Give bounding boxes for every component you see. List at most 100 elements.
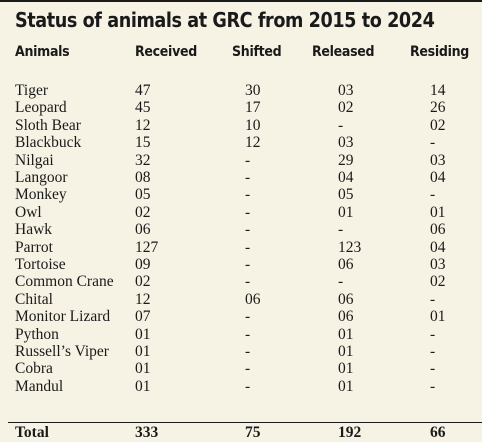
residing-value: - <box>430 360 436 378</box>
released-value: 05 <box>338 186 354 204</box>
received-value: 32 <box>135 151 151 169</box>
header-animals: Animals <box>15 44 70 60</box>
released-value: 29 <box>338 151 354 169</box>
released-value: - <box>338 221 344 239</box>
total-residing: 66 <box>430 424 446 441</box>
shifted-value: - <box>245 343 251 360</box>
table-row: Hawk 06 - - 06 <box>0 221 482 238</box>
residing-value: - <box>430 290 436 308</box>
table-row: Leopard 45 17 02 26 <box>0 99 482 116</box>
shifted-value: - <box>245 169 251 186</box>
table-row: Owl 02 - 01 01 <box>0 204 482 221</box>
table-row: Mandul 01 - 01 - <box>0 378 482 395</box>
animal-name: Nilgai <box>15 151 54 169</box>
residing-value: - <box>430 325 436 343</box>
released-value: - <box>338 273 344 291</box>
animal-name: Chital <box>15 290 53 308</box>
shifted-value: 12 <box>245 134 261 152</box>
residing-value: 14 <box>430 82 446 99</box>
released-value: 06 <box>338 256 354 273</box>
released-value: 03 <box>338 82 354 99</box>
released-value: 04 <box>338 169 354 186</box>
table-row: Chital 12 06 06 - <box>0 291 482 308</box>
residing-value: 04 <box>430 169 446 186</box>
released-value: - <box>338 116 344 134</box>
released-value: 01 <box>338 343 354 360</box>
total-shifted: 75 <box>245 424 261 441</box>
animal-name: Python <box>15 325 59 343</box>
received-value: 02 <box>135 273 151 291</box>
table-row: Sloth Bear 12 10 - 02 <box>0 117 482 134</box>
animal-name: Tiger <box>15 82 49 99</box>
animal-name: Monitor Lizard <box>15 308 111 326</box>
shifted-value: - <box>245 238 251 256</box>
residing-value: 03 <box>430 256 446 273</box>
released-value: 01 <box>338 360 354 378</box>
table-row: Tiger 47 30 03 14 <box>0 82 482 99</box>
residing-value: - <box>430 134 436 152</box>
animal-name: Sloth Bear <box>15 116 81 134</box>
header-released: Released <box>312 44 375 60</box>
table-header-row: Animals Received Shifted Released Residi… <box>0 44 482 61</box>
table-row: Python 01 - 01 - <box>0 326 482 343</box>
shifted-value: 30 <box>245 82 261 99</box>
residing-value: 03 <box>430 151 446 169</box>
total-label: Total <box>15 424 49 441</box>
shifted-value: - <box>245 308 251 326</box>
shifted-value: 06 <box>245 290 261 308</box>
received-value: 01 <box>135 343 151 360</box>
residing-value: 04 <box>430 238 446 256</box>
animal-name: Blackbuck <box>15 134 82 152</box>
table-row: Langoor 08 - 04 04 <box>0 169 482 186</box>
table-row: Russell’s Viper 01 - 01 - <box>0 343 482 360</box>
animal-name: Parrot <box>15 238 53 256</box>
residing-value: 06 <box>430 221 446 239</box>
animal-name: Cobra <box>15 360 53 378</box>
released-value: 01 <box>338 203 354 221</box>
received-value: 01 <box>135 360 151 378</box>
released-value: 01 <box>338 325 354 343</box>
animal-name: Hawk <box>15 221 53 239</box>
shifted-value: - <box>245 221 251 239</box>
released-value: 06 <box>338 290 354 308</box>
header-shifted: Shifted <box>232 44 282 60</box>
received-value: 45 <box>135 99 151 117</box>
table-row: Common Crane 02 - - 02 <box>0 273 482 290</box>
shifted-value: - <box>245 360 251 378</box>
residing-value: - <box>430 186 436 204</box>
released-value: 01 <box>338 377 354 395</box>
table-row: Blackbuck 15 12 03 - <box>0 134 482 151</box>
animal-name: Tortoise <box>15 256 66 273</box>
received-value: 15 <box>135 134 151 152</box>
residing-value: - <box>430 343 436 360</box>
table-row: Parrot 127 - 123 04 <box>0 239 482 256</box>
received-value: 01 <box>135 325 151 343</box>
table-row: Monitor Lizard 07 - 06 01 <box>0 308 482 325</box>
animal-name: Owl <box>15 203 42 221</box>
shifted-value: - <box>245 325 251 343</box>
received-value: 127 <box>135 238 159 256</box>
received-value: 12 <box>135 116 151 134</box>
page-title: Status of animals at GRC from 2015 to 20… <box>15 8 435 32</box>
received-value: 47 <box>135 82 151 99</box>
shifted-value: - <box>245 256 251 273</box>
shifted-value: 17 <box>245 99 261 117</box>
residing-value: - <box>430 377 436 395</box>
received-value: 05 <box>135 186 151 204</box>
header-residing: Residing <box>410 44 469 60</box>
residing-value: 02 <box>430 116 446 134</box>
animal-name: Monkey <box>15 186 67 204</box>
shifted-value: - <box>245 203 251 221</box>
shifted-value: 10 <box>245 116 261 134</box>
shifted-value: - <box>245 273 251 291</box>
table-total-row: Total 333 75 192 66 <box>0 424 482 441</box>
received-value: 02 <box>135 203 151 221</box>
residing-value: 01 <box>430 308 446 326</box>
residing-value: 01 <box>430 203 446 221</box>
received-value: 08 <box>135 169 151 186</box>
animal-name: Common Crane <box>15 273 114 291</box>
table-row: Nilgai 32 - 29 03 <box>0 152 482 169</box>
total-divider <box>8 422 482 423</box>
shifted-value: - <box>245 377 251 395</box>
